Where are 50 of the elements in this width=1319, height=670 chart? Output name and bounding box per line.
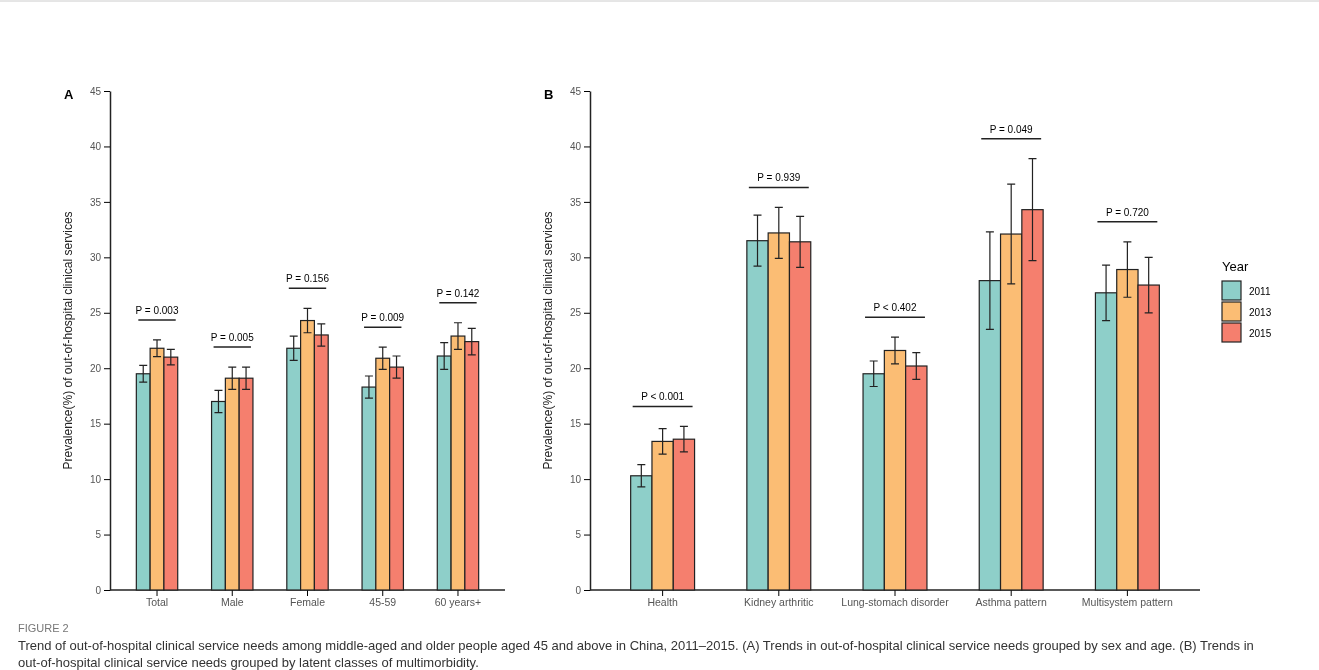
- legend-title: Year: [1222, 259, 1249, 274]
- y-tick-label: 40: [89, 141, 102, 153]
- y-tick-label: 15: [89, 418, 102, 430]
- annotation: P = 0.156: [286, 273, 330, 285]
- y-tick-label: 30: [569, 252, 582, 264]
- x-tick-label: Kidney arthritic: [744, 596, 814, 609]
- y-tick-label: 40: [569, 141, 582, 153]
- y-tick-label: 5: [575, 529, 582, 541]
- y-tick-label: 10: [569, 473, 582, 485]
- annotation: P = 0.049: [989, 123, 1034, 135]
- x-tick-label: Male: [220, 596, 244, 609]
- chart-title: A: [64, 87, 74, 102]
- y-tick-label: 0: [95, 584, 102, 596]
- x-tick-label: 45-59: [369, 596, 397, 609]
- caption: FIGURE 2: [18, 622, 69, 634]
- y-tick-label: 25: [89, 307, 102, 319]
- y-tick-label: 5: [95, 529, 102, 541]
- x-tick-label: Health: [647, 596, 678, 609]
- chart-title: B: [544, 87, 554, 102]
- x-tick-label: Multisystem pattern: [1081, 596, 1174, 609]
- annotation: P < 0.402: [873, 302, 917, 314]
- x-tick-label: Total: [145, 596, 169, 609]
- annotation: P = 0.005: [210, 332, 255, 344]
- y-tick-label: 20: [89, 362, 102, 374]
- y-tick-label: 35: [569, 196, 582, 208]
- legend-label: 2013: [1249, 307, 1272, 318]
- annotation: P = 0.009: [361, 312, 405, 324]
- y-axis-title: Prevalence(%) of out-of-hospital clinical services: [541, 211, 555, 470]
- legend-label: 2011: [1249, 286, 1271, 297]
- x-tick-label: Lung-stomach disorder: [841, 596, 950, 609]
- x-tick-label: Asthma pattern: [975, 596, 1047, 609]
- y-axis-title: Prevalence(%) of out-of-hospital clinical services: [61, 211, 75, 470]
- y-tick-label: 35: [89, 196, 102, 208]
- y-tick-label: 30: [89, 252, 102, 264]
- y-tick-label: 10: [89, 473, 102, 485]
- y-tick-label: 45: [89, 85, 102, 97]
- y-tick-label: 20: [569, 362, 582, 374]
- legend-label: 2015: [1249, 328, 1272, 339]
- y-tick-label: 0: [575, 584, 582, 596]
- x-tick-label: Female: [289, 596, 326, 609]
- annotation: P < 0.001: [641, 391, 685, 403]
- y-tick-label: 15: [569, 418, 582, 430]
- annotation: P = 0.003: [135, 304, 179, 316]
- annotation: P = 0.142: [436, 287, 480, 299]
- y-tick-label: 45: [569, 85, 582, 97]
- annotation: P = 0.939: [757, 172, 801, 184]
- annotation: P = 0.720: [1105, 206, 1150, 218]
- y-tick-label: 25: [569, 307, 582, 319]
- text: Trend of out-of-hospital clinical service needs among middle-aged and older people aged 45 and above in China, 2011–2015. (A) Trends in out-of-hospital clinical service needs grouped by sex and age. (B) Trends in out-of-hospital clinical service needs grouped by latent classes of multimorbidity.: [18, 638, 1254, 670]
- x-tick-label: 60 years+: [434, 596, 482, 609]
